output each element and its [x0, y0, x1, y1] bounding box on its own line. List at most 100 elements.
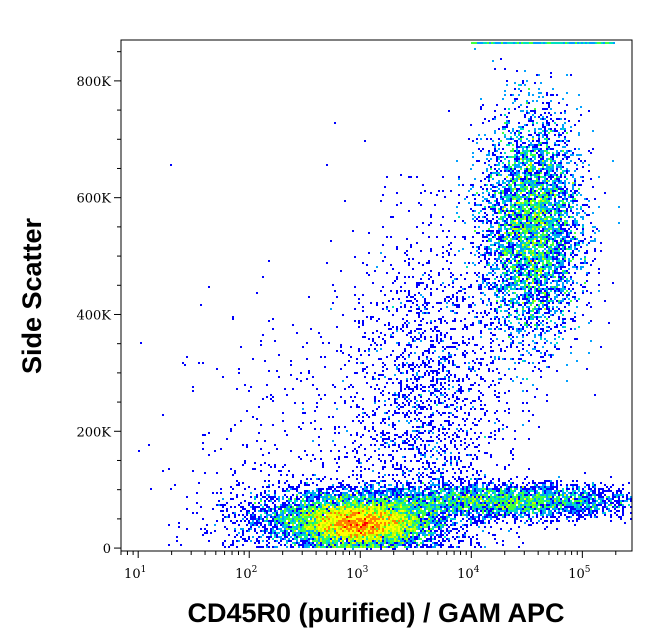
data-point — [384, 518, 386, 520]
data-point — [358, 536, 360, 538]
data-point — [314, 520, 316, 522]
data-point — [554, 134, 556, 136]
data-point — [548, 128, 550, 130]
data-point — [366, 488, 368, 490]
data-point — [516, 166, 518, 168]
data-point — [526, 350, 528, 352]
data-point — [450, 310, 452, 312]
data-point — [540, 256, 542, 258]
data-point — [558, 250, 560, 252]
data-point — [554, 322, 556, 324]
data-point — [468, 202, 470, 204]
data-point — [522, 230, 524, 232]
data-point — [314, 474, 316, 476]
data-point — [304, 504, 306, 506]
data-point — [536, 144, 538, 146]
data-point — [558, 276, 560, 278]
data-point — [390, 494, 392, 496]
data-point — [318, 524, 320, 526]
data-point — [376, 510, 378, 512]
data-point — [522, 216, 524, 218]
data-point — [320, 524, 322, 526]
data-point — [502, 252, 504, 254]
data-point — [252, 518, 254, 520]
data-point — [262, 518, 264, 520]
data-point — [530, 178, 532, 180]
data-point — [340, 500, 342, 502]
data-point — [454, 522, 456, 524]
data-point — [316, 526, 318, 528]
data-point — [524, 210, 526, 212]
data-point — [378, 510, 380, 512]
data-point — [276, 524, 278, 526]
data-point — [522, 204, 524, 206]
data-point — [518, 194, 520, 196]
data-point — [560, 252, 562, 254]
data-point — [310, 496, 312, 498]
data-point — [528, 164, 530, 166]
data-point — [542, 296, 544, 298]
data-point — [362, 506, 364, 508]
data-point — [546, 244, 548, 246]
data-point — [582, 242, 584, 244]
data-point — [350, 544, 352, 546]
data-point — [426, 526, 428, 528]
data-point — [378, 482, 380, 484]
data-point — [574, 266, 576, 268]
data-point — [254, 516, 256, 518]
data-point — [546, 94, 548, 96]
data-point — [528, 244, 530, 246]
data-point — [582, 226, 584, 228]
data-point — [540, 222, 542, 224]
data-point — [524, 224, 526, 226]
data-point — [372, 514, 374, 516]
data-point — [532, 148, 534, 150]
data-point — [274, 514, 276, 516]
data-point — [532, 160, 534, 162]
data-point — [338, 508, 340, 510]
data-point — [372, 520, 374, 522]
data-point — [414, 540, 416, 542]
data-point — [516, 270, 518, 272]
data-point — [398, 516, 400, 518]
data-point — [504, 204, 506, 206]
data-point — [316, 536, 318, 538]
data-point — [538, 270, 540, 272]
data-point — [492, 534, 494, 536]
data-point — [526, 248, 528, 250]
data-point — [312, 490, 314, 492]
data-point — [400, 498, 402, 500]
data-point — [454, 524, 456, 526]
data-point — [274, 520, 276, 522]
data-point — [566, 92, 568, 94]
data-point — [544, 208, 546, 210]
data-point — [528, 242, 530, 244]
data-point — [366, 500, 368, 502]
data-point — [556, 260, 558, 262]
data-point — [530, 240, 532, 242]
data-point — [496, 220, 498, 222]
data-point — [330, 488, 332, 490]
data-point — [512, 182, 514, 184]
data-point — [462, 300, 464, 302]
data-point — [514, 174, 516, 176]
data-point — [564, 152, 566, 154]
data-point — [508, 274, 510, 276]
data-point — [456, 206, 458, 208]
data-point — [354, 518, 356, 520]
data-point — [494, 192, 496, 194]
data-point — [392, 508, 394, 510]
data-point — [500, 224, 502, 226]
data-point — [546, 120, 548, 122]
data-point — [378, 546, 380, 548]
data-point — [430, 498, 432, 500]
data-point — [482, 200, 484, 202]
data-point — [486, 246, 488, 248]
data-point — [392, 506, 394, 508]
data-point — [302, 510, 304, 512]
data-point — [332, 518, 334, 520]
data-point — [550, 130, 552, 132]
data-point — [474, 178, 476, 180]
data-point — [566, 170, 568, 172]
data-point — [256, 496, 258, 498]
